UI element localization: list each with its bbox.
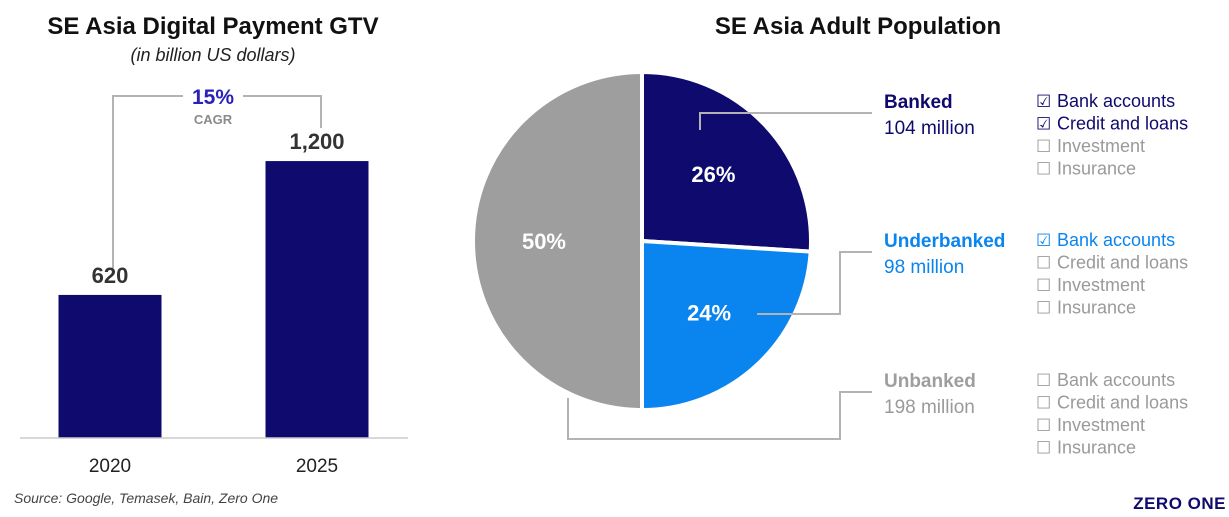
pie-slice-label: 50% xyxy=(522,229,566,254)
pie-slice-label: 26% xyxy=(691,162,735,187)
service-label: Credit and loans xyxy=(1057,393,1188,413)
pie-slice-banked xyxy=(640,69,813,254)
unchecked-box-icon: ☐ xyxy=(1036,439,1051,458)
service-label: Investment xyxy=(1057,136,1145,156)
logo-text: ZERO ONE xyxy=(1133,494,1226,513)
pie-chart-title: SE Asia Adult Population xyxy=(715,13,1001,40)
bar-value-label: 620 xyxy=(92,263,129,288)
bar-value-label: 1,200 xyxy=(289,129,344,154)
unchecked-box-icon: ☐ xyxy=(1036,416,1051,435)
unchecked-box-icon: ☐ xyxy=(1036,276,1051,295)
unchecked-box-icon: ☐ xyxy=(1036,254,1051,273)
leader-line-underbanked xyxy=(757,251,872,315)
segment-count: 104 million xyxy=(884,118,975,139)
unchecked-box-icon: ☐ xyxy=(1036,394,1051,413)
checked-box-icon: ☑ xyxy=(1036,115,1051,134)
pie-slice-label: 24% xyxy=(687,300,731,325)
pie-slice-unbanked xyxy=(471,69,644,413)
segment-name-banked: Banked xyxy=(884,92,953,113)
service-label: Insurance xyxy=(1057,159,1136,179)
service-label: Investment xyxy=(1057,275,1145,295)
cagr-connector xyxy=(112,95,322,268)
zero-one-logo: ZERO ONE xyxy=(1133,494,1226,513)
bar-2020 xyxy=(58,294,162,438)
segment-count: 98 million xyxy=(884,257,964,278)
service-label: Bank accounts xyxy=(1057,91,1175,111)
service-label: Insurance xyxy=(1057,438,1136,458)
unchecked-box-icon: ☐ xyxy=(1036,137,1051,156)
service-label: Bank accounts xyxy=(1057,230,1175,250)
pie-slice-underbanked xyxy=(640,238,813,413)
unchecked-box-icon: ☐ xyxy=(1036,299,1051,318)
x-tick-label: 2025 xyxy=(296,456,338,477)
source-note: Source: Google, Temasek, Bain, Zero One xyxy=(14,490,278,506)
pie-group: 26% 24% 50% xyxy=(471,69,813,413)
cagr-value: 15% xyxy=(192,86,234,109)
bar-group: 620 2020 1,200 2025 xyxy=(58,129,369,477)
service-label: Insurance xyxy=(1057,298,1136,318)
service-label: Credit and loans xyxy=(1057,114,1188,134)
bar-chart-subtitle: (in billion US dollars) xyxy=(130,45,295,65)
unchecked-box-icon: ☐ xyxy=(1036,371,1051,390)
checked-box-icon: ☑ xyxy=(1036,231,1051,250)
cagr-label: CAGR xyxy=(194,112,233,127)
bar-chart-title: SE Asia Digital Payment GTV xyxy=(47,13,378,40)
leader-line-banked xyxy=(699,112,872,130)
service-label: Bank accounts xyxy=(1057,370,1175,390)
service-label: Credit and loans xyxy=(1057,253,1188,273)
bar-2025 xyxy=(265,161,369,439)
x-tick-label: 2020 xyxy=(89,456,131,477)
leader-line-unbanked xyxy=(567,391,872,440)
service-label: Investment xyxy=(1057,415,1145,435)
checked-box-icon: ☑ xyxy=(1036,92,1051,111)
segment-legend: Banked 104 million ☑ Bank accounts ☑ Credit a… xyxy=(884,91,1188,458)
segment-count: 198 million xyxy=(884,397,975,418)
unchecked-box-icon: ☐ xyxy=(1036,160,1051,179)
segment-name-underbanked: Underbanked xyxy=(884,231,1005,252)
segment-name-unbanked: Unbanked xyxy=(884,371,976,392)
